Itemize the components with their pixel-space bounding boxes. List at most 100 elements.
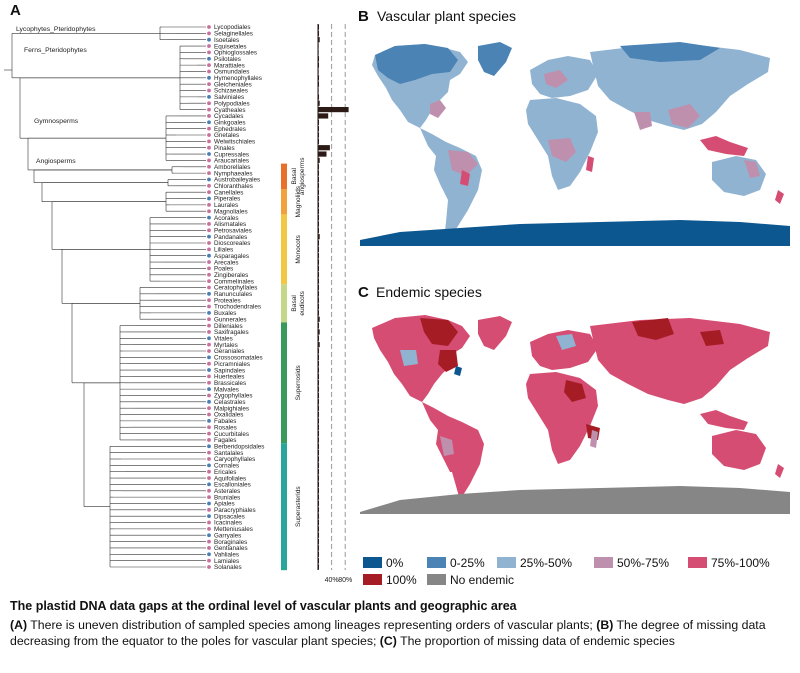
order-label: Fagales (214, 437, 236, 444)
tip-dot (207, 82, 211, 87)
tip-dot (207, 336, 211, 341)
bar (318, 494, 320, 500)
order-label: Huerteales (214, 374, 244, 381)
order-label: Gnetales (214, 132, 239, 139)
group-bar (281, 322, 287, 444)
africa-shape (526, 372, 598, 464)
bar (318, 291, 320, 297)
order-label: Selaginellales (214, 31, 253, 38)
tip-dot (207, 533, 211, 538)
tip-dot (207, 88, 211, 93)
tip-dot (207, 552, 211, 557)
bar (318, 68, 319, 75)
order-label: Amborellales (214, 164, 250, 171)
tip-dot (207, 431, 211, 436)
tip-dot (207, 330, 211, 334)
order-label: Apiales (214, 501, 235, 508)
legend-swatch (427, 557, 446, 568)
order-label: Sapindales (214, 367, 245, 374)
order-label: Asterales (214, 488, 240, 495)
caption-c-label: (C) (379, 633, 397, 648)
bar (318, 558, 320, 564)
panel-a-letter: A (10, 2, 21, 19)
tip-dot (207, 101, 211, 106)
tip-dot (207, 285, 211, 290)
order-label: Bruniales (214, 494, 240, 501)
tip-dot (207, 94, 211, 99)
tip-dot (207, 114, 211, 118)
missing-data-bar-chart: 40% 80% (317, 24, 352, 584)
order-label: Saxifragales (214, 329, 249, 336)
x-tick-label: 80% (338, 577, 352, 584)
tip-dot (207, 183, 211, 188)
order-label: Acorales (214, 215, 239, 222)
tip-dot (207, 425, 211, 430)
tip-dot (207, 558, 211, 563)
greenland-shape (478, 42, 512, 76)
order-label: Cycadales (214, 113, 243, 120)
bar (318, 462, 320, 468)
bar (318, 367, 320, 373)
group-label: Superasterids (295, 486, 302, 527)
order-label: Equisetales (214, 43, 247, 50)
order-label: Gentianales (214, 545, 248, 552)
canada-region (420, 318, 458, 346)
order-label: Trochodendrales (214, 304, 261, 311)
panel-b-letter: B (358, 8, 369, 25)
order-label: Marattiales (214, 62, 245, 69)
tip-dot (207, 298, 211, 303)
tip-dot (207, 37, 211, 42)
legend-label: 25%-50% (520, 556, 572, 570)
bar (318, 221, 320, 227)
phylogenetic-tree (4, 26, 206, 568)
bar (318, 297, 320, 303)
order-label: Ericales (214, 469, 236, 476)
central-us-region (430, 100, 446, 118)
tip-dot (207, 44, 211, 48)
east-australia-region (744, 160, 760, 178)
siberia-region (632, 318, 674, 340)
clade-label-ferns: Ferns_Pteridophytes (24, 47, 87, 54)
legend-label: 75%-100% (711, 556, 770, 570)
order-label: Zygophyllales (214, 393, 253, 400)
group-bar (281, 163, 287, 189)
legend-label: 100% (386, 573, 417, 587)
tip-dot (207, 361, 211, 366)
bar (318, 488, 320, 494)
bar (318, 227, 320, 233)
bar (318, 87, 319, 94)
tip-dot (207, 444, 211, 449)
panel-c-letter: C (358, 284, 369, 301)
order-label: Lamiales (214, 558, 239, 565)
bar (318, 272, 320, 278)
map-legend: 0% 0-25% 25%-50% 50%-75% 75%-100% 100% No ende… (363, 556, 770, 587)
tip-dot (207, 399, 211, 404)
tip-dot (207, 126, 211, 131)
order-label: Brassicales (214, 380, 246, 387)
order-label: Metteniusales (214, 526, 253, 533)
bar (318, 386, 320, 392)
caption-b-text: The degree of missing data decreasing fr… (10, 618, 766, 648)
tip-dot (207, 495, 211, 500)
tip-dot (207, 507, 211, 512)
east-siberia-region (700, 330, 724, 346)
tip-dot (207, 342, 211, 347)
antarctica-shape (360, 486, 790, 514)
order-label: Rosales (214, 424, 237, 431)
bar (318, 373, 320, 380)
bar (318, 49, 319, 56)
group-label: Basal (291, 295, 298, 312)
order-label: Gunnerales (214, 316, 247, 323)
tip-dot (207, 482, 211, 487)
order-label: Nymphaeales (214, 170, 253, 177)
tip-dot (207, 520, 211, 525)
bar (318, 469, 320, 475)
greenland-shape (478, 316, 512, 350)
figure: A LycopodialesSelaginellalesIsoetalesEqu… (4, 2, 790, 587)
bar (318, 329, 320, 335)
tip-dot (207, 374, 211, 379)
bar (318, 411, 320, 418)
bar (318, 126, 320, 132)
order-label: Piperales (214, 196, 240, 203)
